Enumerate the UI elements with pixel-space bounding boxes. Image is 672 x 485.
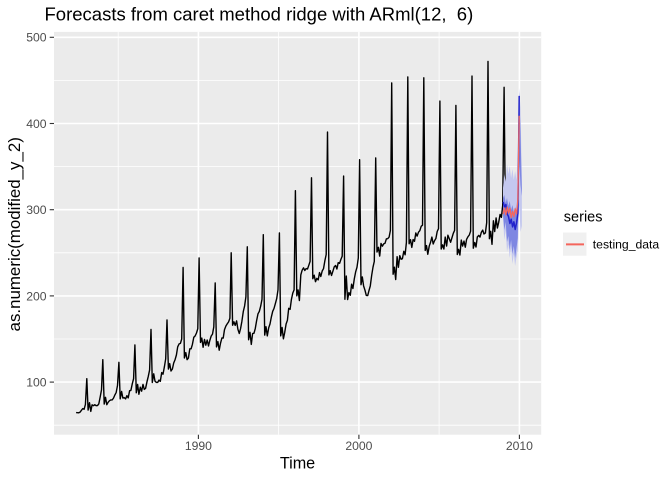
svg-text:testing_data: testing_data bbox=[593, 238, 660, 252]
svg-text:500: 500 bbox=[26, 31, 47, 45]
svg-text:200: 200 bbox=[26, 289, 47, 303]
svg-text:100: 100 bbox=[26, 376, 47, 390]
svg-text:400: 400 bbox=[26, 117, 47, 131]
svg-text:300: 300 bbox=[26, 203, 47, 217]
svg-text:2000: 2000 bbox=[345, 439, 372, 453]
svg-text:2010: 2010 bbox=[506, 439, 533, 453]
svg-text:Forecasts from caret method ri: Forecasts from caret method ridge with A… bbox=[45, 3, 474, 24]
svg-text:1990: 1990 bbox=[185, 439, 212, 453]
svg-text:as.numeric(modified_y_2): as.numeric(modified_y_2) bbox=[5, 137, 24, 331]
svg-text:Time: Time bbox=[280, 455, 315, 473]
svg-text:series: series bbox=[564, 210, 603, 226]
